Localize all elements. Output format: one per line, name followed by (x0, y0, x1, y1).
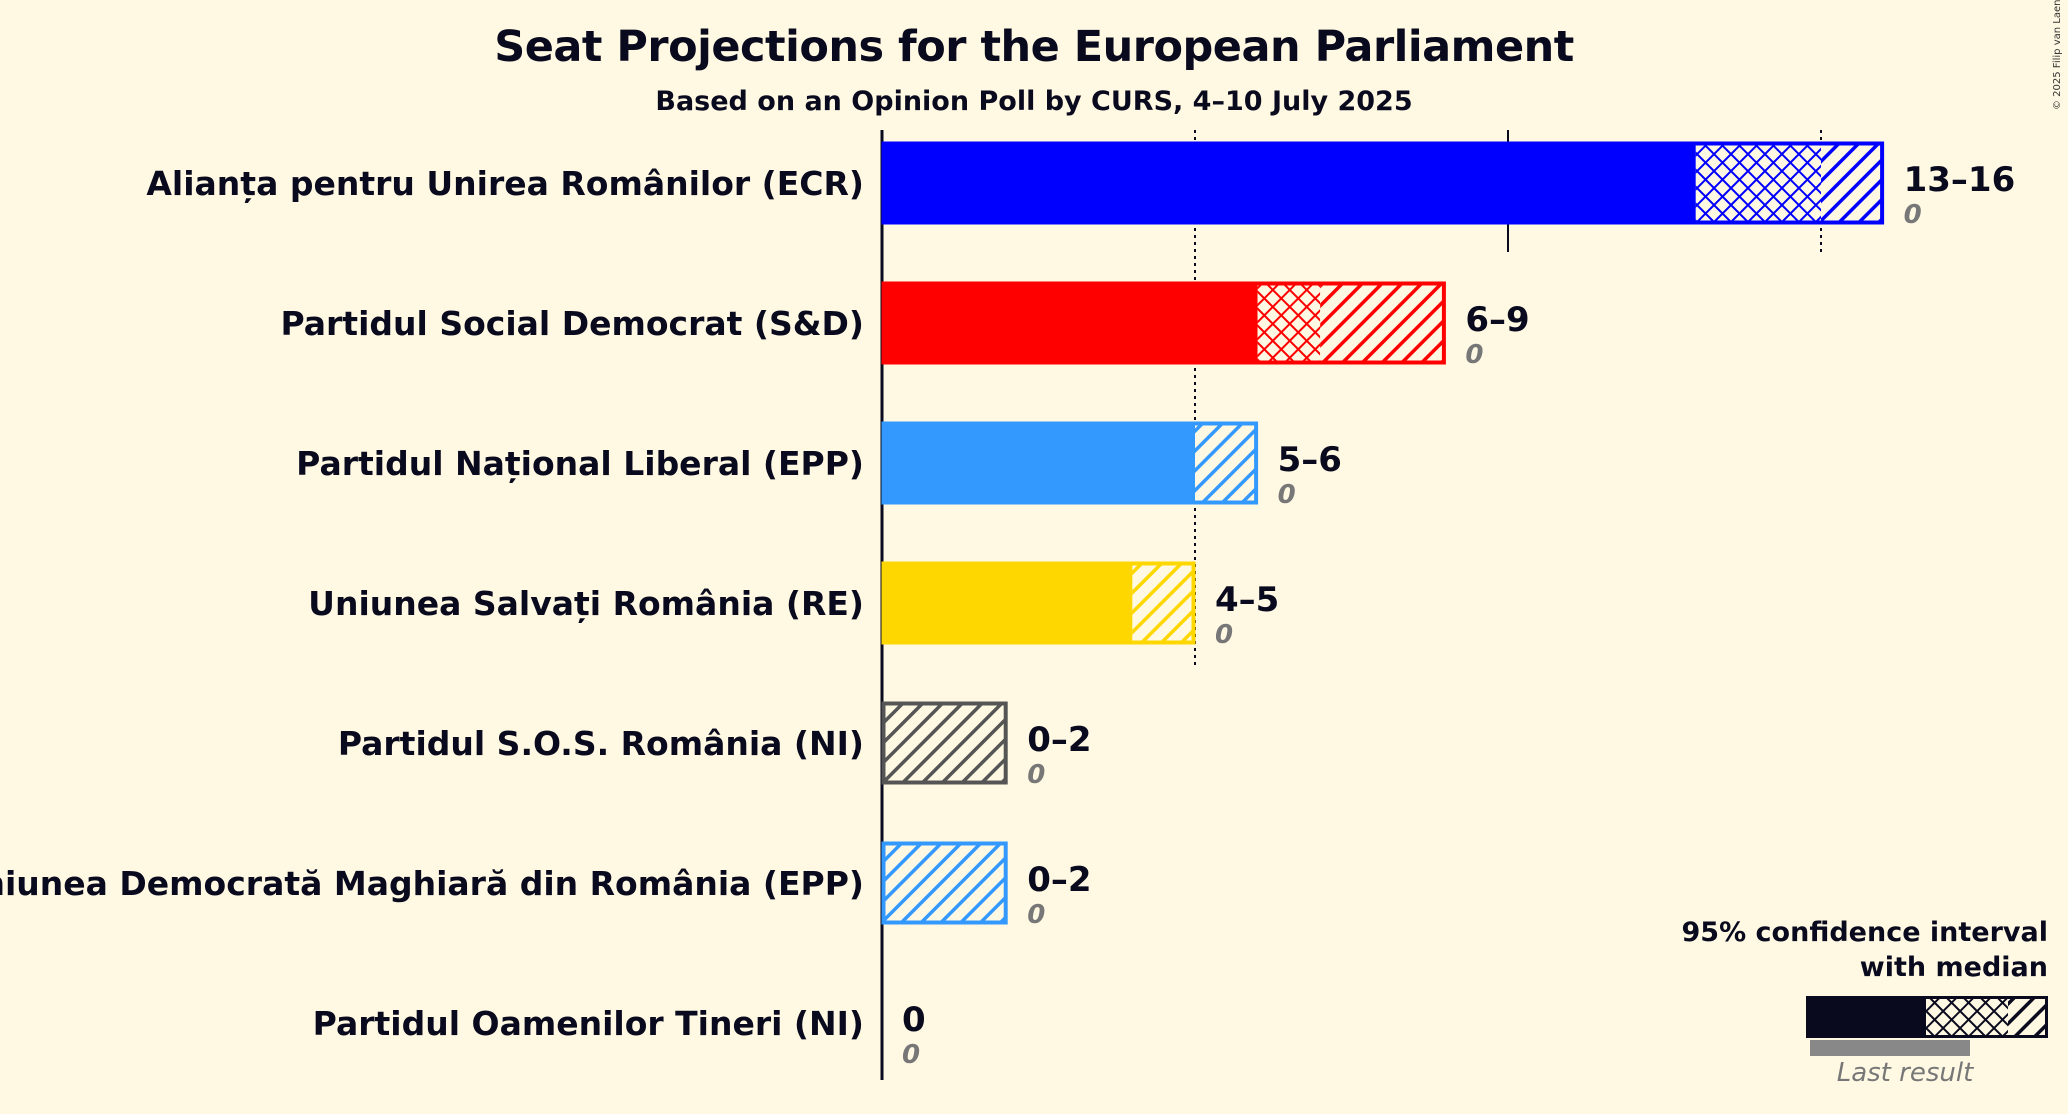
last-result-label: 0 (1027, 900, 1045, 930)
bars (881, 141, 1885, 925)
legend-line-median: with median (1859, 952, 2048, 983)
bar-outline (881, 841, 1008, 925)
last-result-label: 0 (1215, 620, 1233, 650)
bar-solid (882, 562, 1133, 644)
bar-hatch (882, 842, 1008, 924)
legend-crosshatch (1926, 996, 2008, 1038)
bar-outline (881, 561, 1196, 645)
party-label: Uniunea Democrată Maghiară din România (… (0, 864, 864, 903)
legend-title: 95% confidence interval with median (1682, 915, 2048, 985)
last-result-label: 0 (1465, 340, 1483, 370)
last-result-label: 0 (1278, 480, 1296, 510)
range-label: 0–2 (1027, 860, 1091, 900)
legend-last-result-label: Last result (1836, 1058, 1974, 1088)
bar-hatch (1320, 282, 1446, 364)
bar-solid (882, 422, 1195, 504)
bar-outline (881, 421, 1259, 505)
chart-title: Seat Projections for the European Parlia… (494, 22, 1574, 72)
bar-hatch (882, 702, 1008, 784)
party-label: Uniunea Salvați România (RE) (308, 584, 864, 623)
legend-solid (1806, 996, 1926, 1038)
range-label: 0 (902, 1000, 926, 1040)
range-label: 0–2 (1027, 720, 1091, 760)
bar-hatch (1132, 562, 1195, 644)
legend-last-result-swatch (1810, 1040, 1970, 1056)
party-label: Partidul Social Democrat (S&D) (280, 304, 864, 343)
bar-hatch (1821, 142, 1884, 224)
last-result-label: 0 (1027, 760, 1045, 790)
legend-hatch (2008, 996, 2048, 1038)
range-label: 5–6 (1278, 440, 1342, 480)
bar-hatch (1195, 422, 1258, 504)
bar-outline (881, 281, 1446, 365)
legend-line-ci: 95% confidence interval (1681, 917, 2048, 948)
range-label: 6–9 (1465, 300, 1529, 340)
bar-outline (881, 141, 1885, 225)
range-label: 13–16 (1904, 160, 2016, 200)
party-label: Partidul S.O.S. România (NI) (338, 724, 864, 763)
bar-solid (882, 142, 1696, 224)
range-label: 4–5 (1215, 580, 1279, 620)
legend-swatches (1806, 996, 2048, 1056)
party-label: Partidul Oamenilor Tineri (NI) (313, 1004, 864, 1043)
labels: Alianța pentru Unirea Românilor (ECR) 13–… (0, 160, 2015, 1070)
legend-outline (1806, 996, 2048, 1038)
bar-crosshatch (1695, 142, 1821, 224)
bar-outline (881, 701, 1008, 785)
last-result-label: 0 (902, 1040, 920, 1070)
bar-solid (882, 282, 1258, 364)
last-result-label: 0 (1904, 200, 1922, 230)
bar-crosshatch (1257, 282, 1321, 364)
party-label: Alianța pentru Unirea Românilor (ECR) (146, 164, 864, 203)
chart-subtitle: Based on an Opinion Poll by CURS, 4–10 J… (655, 86, 1413, 117)
party-label: Partidul Național Liberal (EPP) (296, 444, 864, 483)
